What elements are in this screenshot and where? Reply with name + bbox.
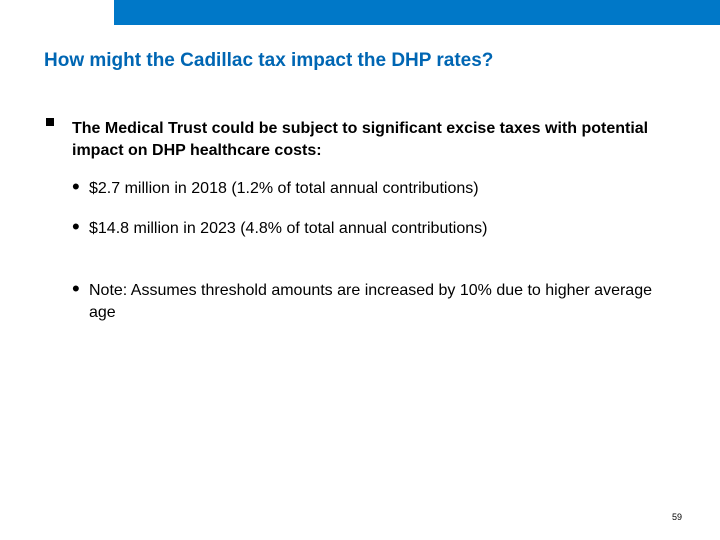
sub-bullet-text: $14.8 million in 2023 (4.8% of total ann… bbox=[89, 220, 488, 237]
sub-bullet-text: Note: Assumes threshold amounts are incr… bbox=[89, 282, 652, 321]
round-bullet-icon: • bbox=[72, 214, 80, 239]
sub-bullet-text: $2.7 million in 2018 (1.2% of total annu… bbox=[89, 180, 479, 197]
main-bullet-text: The Medical Trust could be subject to si… bbox=[72, 120, 649, 159]
square-bullet-icon bbox=[44, 116, 56, 128]
sub-bullet-item: • $14.8 million in 2023 (4.8% of total a… bbox=[72, 214, 652, 240]
slide-title: How might the Cadillac tax impact the DH… bbox=[44, 50, 494, 71]
round-bullet-icon: • bbox=[72, 276, 80, 301]
round-bullet-icon: • bbox=[72, 174, 80, 199]
page-number: 59 bbox=[672, 512, 683, 522]
sub-bullet-item: • $2.7 million in 2018 (1.2% of total an… bbox=[72, 174, 652, 200]
header-accent-bar bbox=[114, 0, 720, 25]
sub-bullet-item: • Note: Assumes threshold amounts are in… bbox=[72, 276, 652, 324]
